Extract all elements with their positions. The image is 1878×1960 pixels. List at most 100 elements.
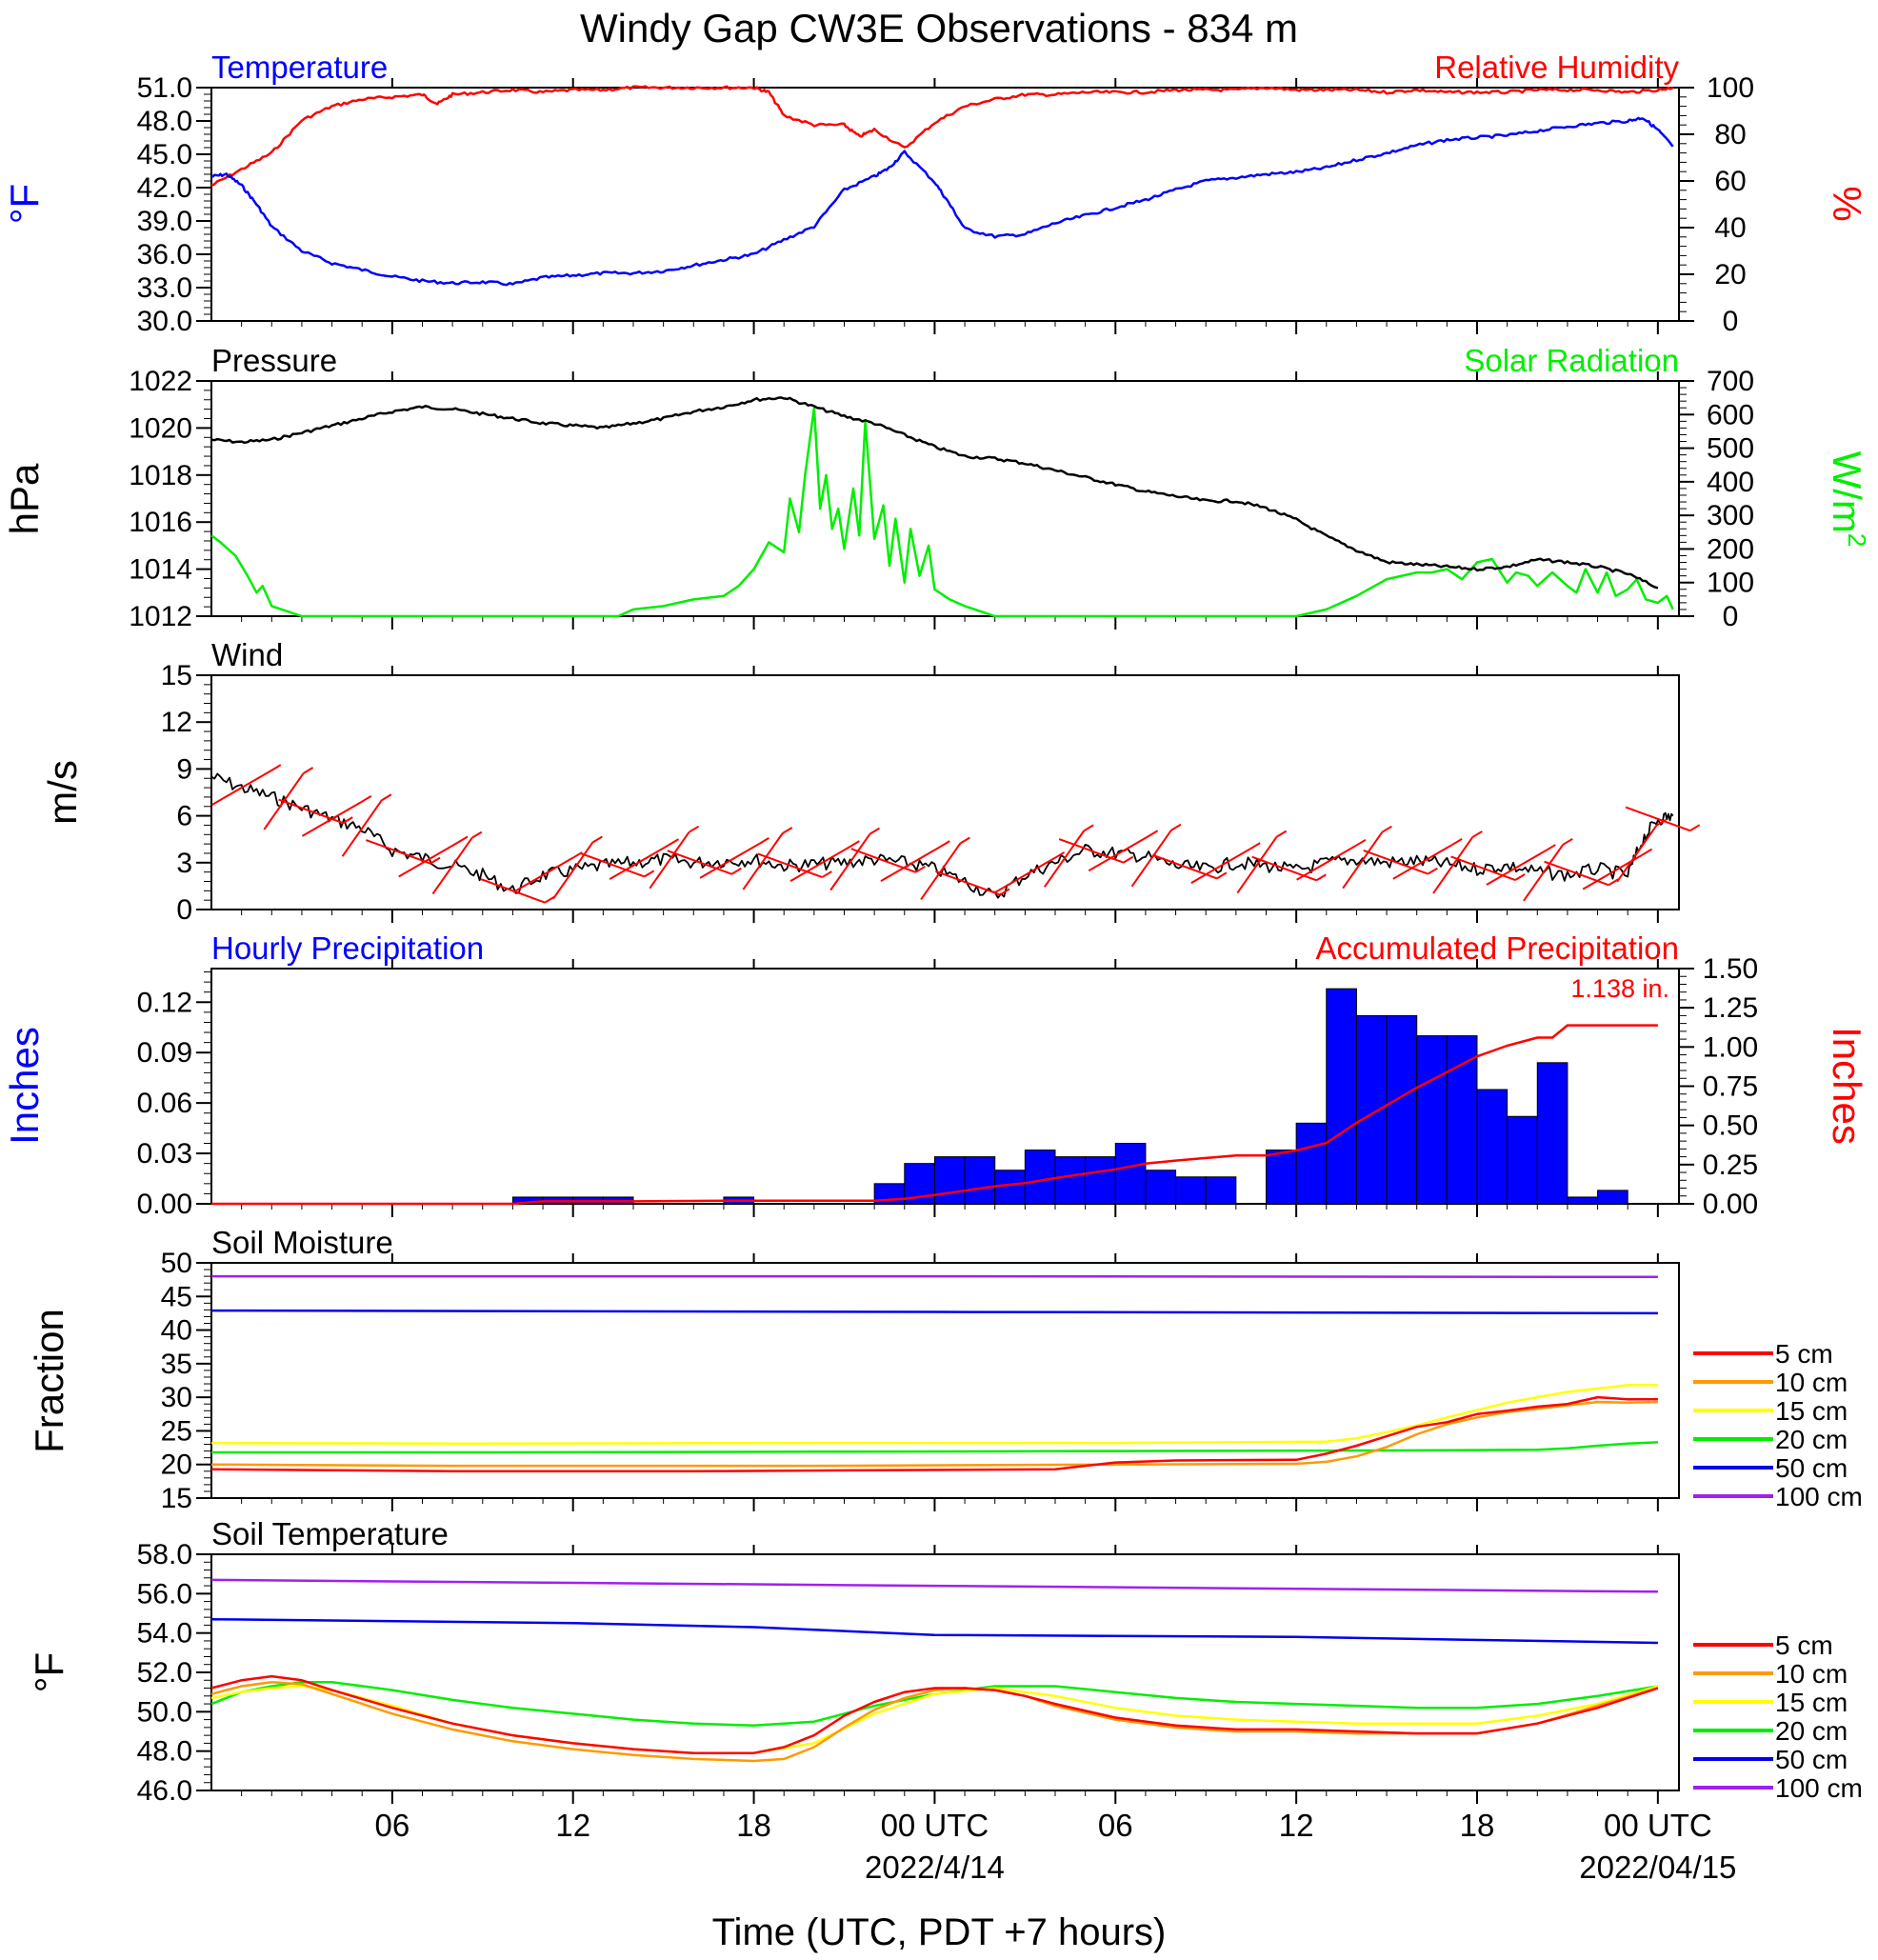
- wind-barb: [398, 835, 469, 878]
- humidity-line: [210, 85, 1674, 188]
- wind-barb-shaft: [1523, 844, 1565, 902]
- wind-barb-flag: [869, 827, 880, 835]
- x-tick-label: 00 UTC: [1604, 1808, 1712, 1843]
- wind-barb-shaft: [1296, 844, 1357, 881]
- wind-axis-tick-label: 9: [176, 753, 192, 785]
- humidity-axis-tick-label: 0: [1723, 306, 1739, 337]
- wind-barb-flag: [782, 827, 793, 834]
- wind-barb-flag: [1689, 824, 1701, 832]
- temperature-axis-tick-label: 51.0: [137, 72, 192, 104]
- wind-barb-flag: [1608, 878, 1619, 887]
- solar-units-superscript: 2: [1843, 533, 1871, 547]
- temperature-axis-tick-label: 36.0: [137, 239, 192, 270]
- humidity-axis-tick-label: 60: [1714, 166, 1746, 197]
- hourly-axis-tick-label: 0.00: [137, 1189, 192, 1220]
- wind-barb-shaft: [341, 799, 383, 857]
- wind-barb-flag: [1427, 867, 1438, 875]
- wind-barb-flag: [689, 825, 700, 833]
- humidity-label: Relative Humidity: [1434, 50, 1679, 85]
- wind-barb: [1486, 844, 1556, 886]
- soil-temperature-series-1: [210, 1681, 1659, 1763]
- temperature-label: Temperature: [211, 50, 388, 85]
- wind-barb: [649, 825, 700, 890]
- hourly-units: Inches: [2, 1027, 47, 1145]
- wind-barb: [789, 840, 860, 882]
- wind-barb-shaft: [1363, 850, 1428, 875]
- wind-barb-shaft: [1616, 825, 1658, 883]
- wind-barb: [829, 827, 880, 891]
- hourly-axis-tick-label: 0.03: [137, 1138, 192, 1170]
- hourly-bar: [933, 1156, 966, 1205]
- pressure-axis-tick-label: 1022: [129, 366, 192, 397]
- accum-axis-tick-label: 0.00: [1703, 1189, 1758, 1220]
- wind-barb-shaft: [1432, 836, 1474, 894]
- wind-barb: [757, 852, 832, 879]
- accum-axis-tick-label: 0.50: [1703, 1110, 1758, 1142]
- soil-temperature-legend-label: 10 cm: [1775, 1659, 1848, 1689]
- wind-barb: [1044, 824, 1094, 888]
- hourly-bar: [1054, 1156, 1087, 1205]
- soil-temperature-axis-tick-label: 46.0: [137, 1775, 192, 1807]
- soil-temperature-legend-label: 50 cm: [1775, 1745, 1848, 1774]
- wind-barb: [210, 764, 282, 806]
- wind-barb: [1392, 837, 1463, 880]
- hourly-bar: [1355, 1014, 1388, 1205]
- wind-barb-flag: [1170, 823, 1182, 831]
- wind-barb-shaft: [1044, 830, 1085, 888]
- wind-barb-shaft: [1088, 835, 1149, 872]
- hourly-bar: [1085, 1156, 1116, 1205]
- wind-barb: [1523, 837, 1573, 902]
- wind-barb-shaft: [552, 841, 594, 900]
- chart-title: Windy Gap CW3E Observations - 834 m: [580, 6, 1298, 50]
- pressure-line: [210, 396, 1659, 590]
- hourly-bar: [1265, 1150, 1297, 1205]
- wind-barb-flag: [270, 764, 282, 771]
- soil-temperature-axis-tick-label: 54.0: [137, 1618, 192, 1650]
- temperature-axis-tick-label: 33.0: [137, 272, 192, 304]
- wind-barb-flag: [1562, 837, 1573, 846]
- x-tick-label: 18: [736, 1808, 771, 1843]
- accum-axis-tick-label: 1.00: [1703, 1031, 1758, 1063]
- wind-barb: [1130, 823, 1182, 888]
- wind-barb-flag: [758, 836, 769, 845]
- temperature-axis-tick-label: 48.0: [137, 106, 192, 137]
- soil-temperature-legend-label: 15 cm: [1775, 1688, 1848, 1717]
- pressure-label: Pressure: [211, 343, 337, 378]
- hourly-bar: [1205, 1176, 1237, 1205]
- hourly-bar: [994, 1170, 1026, 1205]
- wind-barb-shaft: [994, 857, 1056, 893]
- soil-moisture-series-4: [210, 1309, 1658, 1315]
- humidity-axis-tick-label: 20: [1714, 259, 1746, 290]
- wind-barb-flag: [471, 830, 483, 839]
- wind-barb-flag: [1083, 824, 1094, 832]
- solar-units: W/m2: [1825, 451, 1871, 548]
- soil-moisture-axis-tick-label: 20: [161, 1450, 192, 1481]
- wind-barb: [667, 850, 742, 875]
- wind-barb-shaft: [512, 857, 573, 893]
- pressure-axis-tick-label: 1014: [129, 554, 192, 586]
- wind-barb-flag: [959, 836, 970, 845]
- soil-moisture-legend-label: 50 cm: [1775, 1453, 1848, 1483]
- wind-barb-shaft: [1251, 855, 1317, 882]
- temperature-axis-tick-label: 30.0: [137, 306, 192, 337]
- soil-moisture-units: Fraction: [27, 1309, 71, 1453]
- wind-barb: [552, 835, 603, 900]
- wind-speed-line: [210, 772, 1674, 899]
- wind-barb-shaft: [1236, 836, 1278, 894]
- wind-barb-shaft: [366, 839, 431, 865]
- wind-barb-flag: [1642, 848, 1653, 856]
- wind-barb-shaft: [742, 832, 784, 890]
- wind-barb-shaft: [789, 846, 850, 882]
- soil-moisture-series-3: [211, 1441, 1658, 1454]
- wind-barb: [366, 839, 441, 865]
- wind-barb-flag: [303, 767, 314, 774]
- wind-barb-shaft: [210, 770, 272, 806]
- solar-axis-tick-label: 600: [1707, 399, 1754, 430]
- wind-barb-shaft: [1625, 806, 1691, 832]
- pressure-axis-tick-label: 1020: [129, 412, 192, 444]
- pressure-axis-tick-label: 1016: [129, 507, 192, 538]
- x-tick-label: 06: [1098, 1808, 1133, 1843]
- soil-temperature-series-0: [210, 1674, 1659, 1754]
